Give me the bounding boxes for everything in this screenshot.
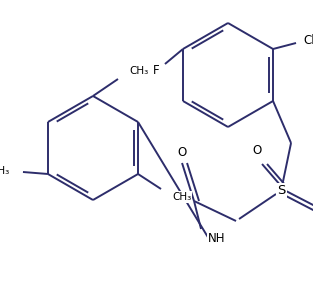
Text: S: S	[277, 185, 285, 197]
Text: F: F	[153, 64, 159, 76]
Text: CH₃: CH₃	[0, 166, 10, 176]
Text: CH₃: CH₃	[129, 66, 148, 76]
Text: O: O	[177, 147, 187, 160]
Text: O: O	[252, 145, 262, 158]
Text: Cl: Cl	[303, 34, 313, 47]
Text: CH₃: CH₃	[172, 192, 191, 202]
Text: NH: NH	[208, 233, 226, 245]
